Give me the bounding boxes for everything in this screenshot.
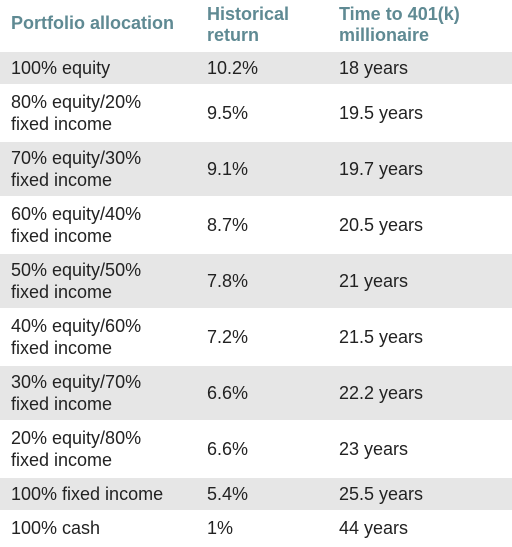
time-cell: 23 years <box>339 439 409 459</box>
header-historical-return: Historical return <box>207 4 290 45</box>
time-cell: 20.5 years <box>339 215 424 235</box>
allocation-cell: 100% cash <box>11 518 101 538</box>
return-cell: 7.8% <box>207 271 249 291</box>
allocation-cell: 100% equity <box>11 58 111 78</box>
header-portfolio-allocation: Portfolio allocation <box>11 13 175 33</box>
table-row: 100% fixed income 5.4% 25.5 years <box>0 478 512 512</box>
table-row: 60% equity/40% fixed income 8.7% 20.5 ye… <box>0 198 512 254</box>
return-cell: 10.2% <box>207 58 259 78</box>
allocation-cell: 60% equity/40% fixed income <box>11 204 142 246</box>
allocation-cell: 20% equity/80% fixed income <box>11 428 142 470</box>
table-row: 30% equity/70% fixed income 6.6% 22.2 ye… <box>0 366 512 422</box>
table-row: 40% equity/60% fixed income 7.2% 21.5 ye… <box>0 310 512 366</box>
return-cell: 6.6% <box>207 439 249 459</box>
allocation-cell: 30% equity/70% fixed income <box>11 372 142 414</box>
allocation-cell: 50% equity/50% fixed income <box>11 260 142 302</box>
return-cell: 9.1% <box>207 159 249 179</box>
table-row: 100% cash 1% 44 years <box>0 512 512 546</box>
return-cell: 8.7% <box>207 215 249 235</box>
time-cell: 18 years <box>339 58 409 78</box>
time-cell: 19.7 years <box>339 159 424 179</box>
header-time-to-millionaire: Time to 401(k) millionaire <box>339 4 460 45</box>
return-cell: 9.5% <box>207 103 249 123</box>
allocation-cell: 100% fixed income <box>11 484 164 504</box>
table-header-row: Portfolio allocation Historical return T… <box>0 0 512 52</box>
table-row: 80% equity/20% fixed income 9.5% 19.5 ye… <box>0 86 512 142</box>
time-cell: 22.2 years <box>339 383 424 403</box>
return-cell: 7.2% <box>207 327 249 347</box>
allocation-cell: 40% equity/60% fixed income <box>11 316 142 358</box>
time-cell: 19.5 years <box>339 103 424 123</box>
time-cell: 21.5 years <box>339 327 424 347</box>
time-cell: 25.5 years <box>339 484 424 504</box>
table-row: 100% equity 10.2% 18 years <box>0 52 512 86</box>
table-row: 70% equity/30% fixed income 9.1% 19.7 ye… <box>0 142 512 198</box>
allocation-cell: 70% equity/30% fixed income <box>11 148 142 190</box>
table-row: 50% equity/50% fixed income 7.8% 21 year… <box>0 254 512 310</box>
allocation-cell: 80% equity/20% fixed income <box>11 92 142 134</box>
time-cell: 21 years <box>339 271 409 291</box>
table-row: 20% equity/80% fixed income 6.6% 23 year… <box>0 422 512 478</box>
return-cell: 6.6% <box>207 383 249 403</box>
time-cell: 44 years <box>339 518 409 538</box>
return-cell: 1% <box>207 518 234 538</box>
return-cell: 5.4% <box>207 484 249 504</box>
